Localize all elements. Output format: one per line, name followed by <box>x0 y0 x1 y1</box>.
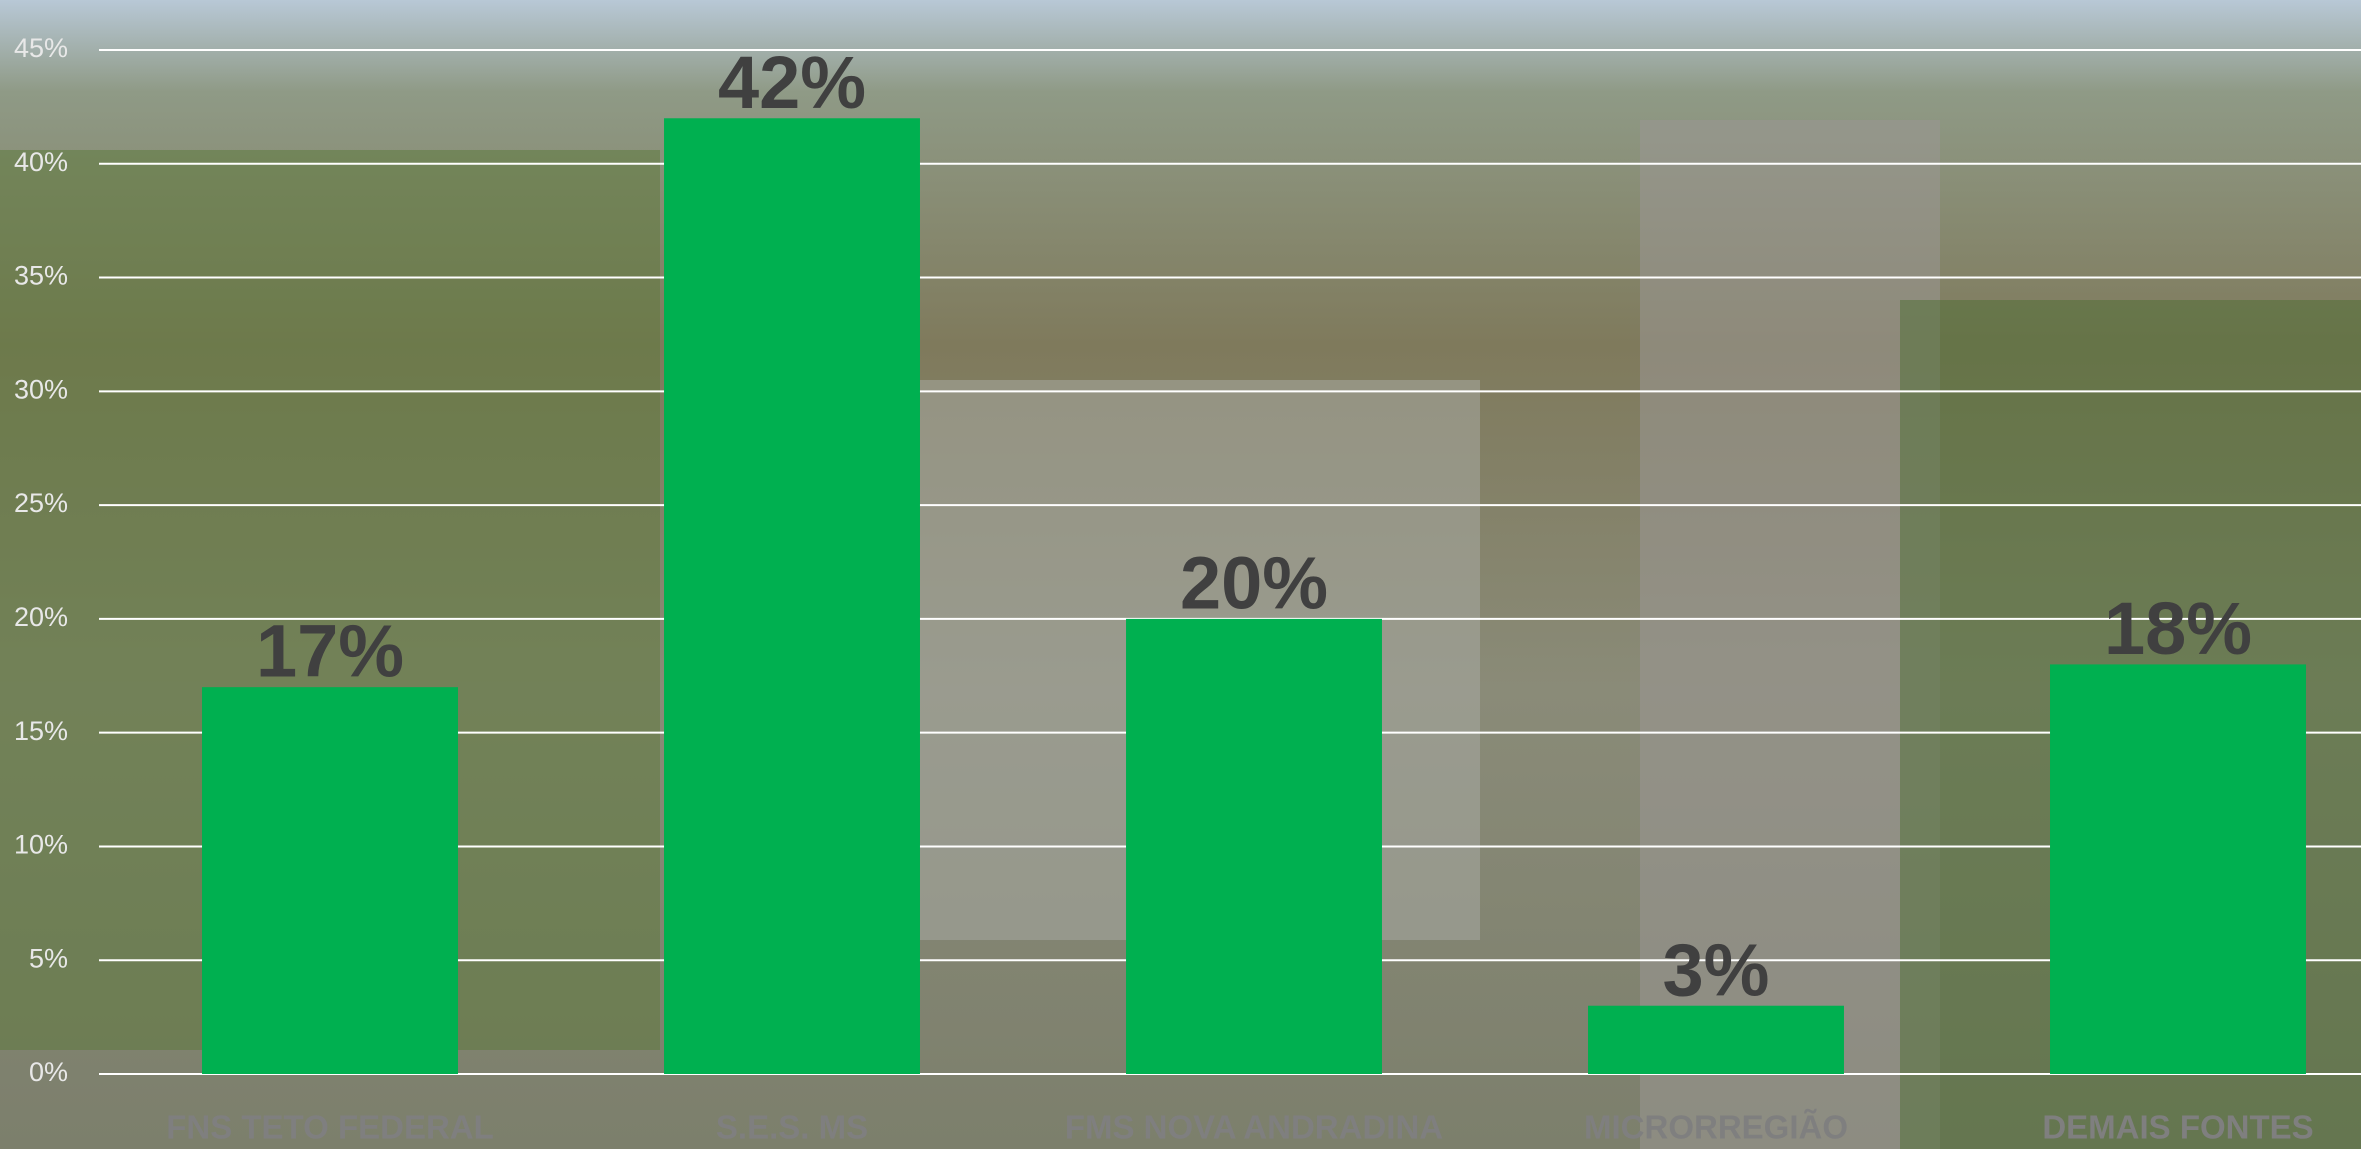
y-tick-label: 15% <box>14 716 68 746</box>
x-tick-label: MICRORREGIÃO <box>1584 1109 1848 1146</box>
page: 0% 5% 10% 15% 20% 25% 30% 35% 40% 45% 17% FNS TETO … <box>0 0 2361 1149</box>
y-tick-label: 10% <box>14 830 68 860</box>
y-tick-label: 20% <box>14 602 68 632</box>
y-tick-label: 5% <box>29 943 68 973</box>
x-tick-label: DEMAIS FONTES <box>2042 1109 2313 1146</box>
value-label: 42% <box>718 41 866 124</box>
bar <box>202 687 458 1074</box>
y-tick-label: 25% <box>14 488 68 518</box>
bar <box>1126 619 1382 1074</box>
value-label: 20% <box>1180 541 1328 624</box>
y-tick-label: 30% <box>14 374 68 404</box>
x-tick-label: FMS NOVA ANDRADINA <box>1065 1109 1443 1146</box>
y-tick-label: 0% <box>29 1057 68 1087</box>
bar <box>664 118 920 1074</box>
y-tick-label: 40% <box>14 147 68 177</box>
chart: 0% 5% 10% 15% 20% 25% 30% 35% 40% 45% 17% FNS TETO … <box>0 0 2361 1149</box>
y-tick-label: 45% <box>14 33 68 63</box>
y-tick-label: 35% <box>14 261 68 291</box>
value-label: 17% <box>256 610 404 693</box>
bar <box>1588 1006 1844 1074</box>
value-label: 3% <box>1663 928 1770 1011</box>
value-label: 18% <box>2104 587 2252 670</box>
x-tick-label: S.E.S. MS <box>716 1109 868 1146</box>
bar <box>2050 664 2306 1074</box>
x-tick-label: FNS TETO FEDERAL <box>166 1109 494 1146</box>
